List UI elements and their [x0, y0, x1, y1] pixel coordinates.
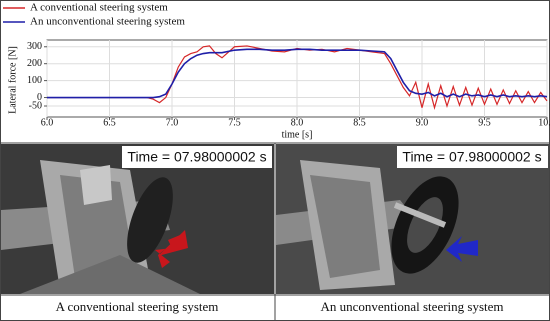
y-tick-label: 300	[27, 41, 42, 52]
y-tick-label: 200	[27, 58, 42, 69]
x-tick-label: 9.0	[416, 117, 429, 128]
time-box: Time = 07.98000002 s	[397, 146, 548, 168]
x-axis-label: time [s]	[282, 129, 313, 140]
y-axis-label: Lateral force [N]	[7, 46, 18, 114]
legend-label: An unconventional steering system	[30, 16, 185, 28]
x-tick-label: 8.0	[291, 117, 304, 128]
caption: A conventional steering system	[56, 299, 219, 314]
render-left	[1, 144, 274, 294]
time-box: Time = 07.98000002 s	[122, 146, 272, 168]
legend-label: A conventional steering system	[30, 2, 168, 14]
x-tick-label: 6.5	[103, 117, 116, 128]
time-label: Time = 07.98000002 s	[127, 149, 266, 165]
series-line	[47, 48, 548, 99]
x-tick-label: 9.5	[478, 117, 491, 128]
x-tick-label: 8.5	[353, 117, 366, 128]
caption: An unconventional steering system	[320, 299, 503, 314]
x-tick-label: 7.5	[228, 117, 241, 128]
series-line	[47, 45, 548, 110]
y-tick-label: -50	[29, 100, 42, 111]
x-tick-label: 7.0	[166, 117, 179, 128]
render-right	[276, 144, 549, 294]
time-label: Time = 07.98000002 s	[402, 149, 541, 165]
x-tick-label: 6.0	[41, 117, 54, 128]
x-tick-label: 10.0	[538, 117, 550, 128]
y-tick-label: 100	[27, 75, 42, 86]
y-tick-label: 0	[37, 92, 42, 103]
